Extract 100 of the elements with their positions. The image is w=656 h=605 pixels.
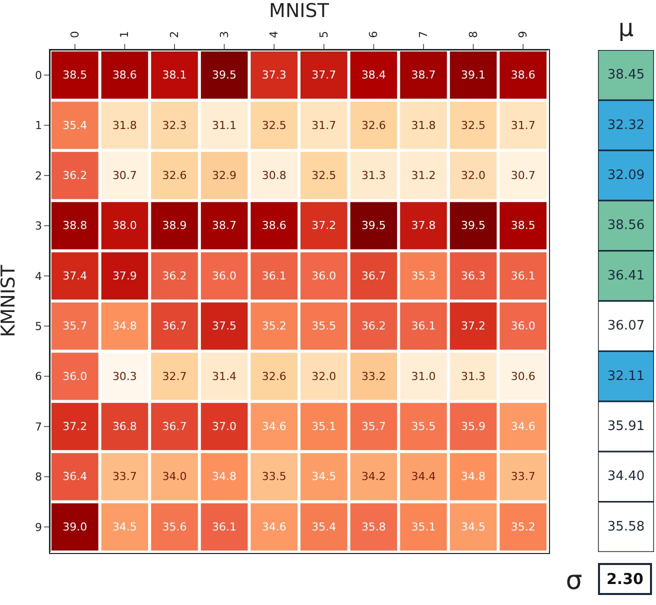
x-tick-label: 9 bbox=[516, 31, 530, 38]
data-label: 37.8 bbox=[411, 219, 436, 232]
data-label: 38.8 bbox=[62, 219, 88, 232]
data-label: 31.7 bbox=[510, 118, 536, 132]
data-label: 35.58 bbox=[607, 519, 645, 534]
data-label: 33.5 bbox=[262, 470, 286, 484]
data-label: 36.0 bbox=[212, 269, 237, 282]
data-label: 36.8 bbox=[112, 420, 137, 433]
data-label: 37.4 bbox=[62, 269, 88, 282]
y-tick-label: 9 bbox=[35, 520, 42, 534]
data-label: 36.0 bbox=[312, 269, 336, 282]
data-label: 35.7 bbox=[361, 420, 386, 433]
data-label: 36.1 bbox=[411, 320, 436, 333]
data-label: 37.2 bbox=[62, 420, 88, 433]
data-label: 34.5 bbox=[112, 520, 137, 534]
y-tick-label: 1 bbox=[35, 119, 42, 132]
x-tick-label: 0 bbox=[68, 31, 82, 38]
data-label: 36.3 bbox=[461, 269, 486, 282]
data-label: 31.8 bbox=[112, 118, 137, 132]
data-label: 32.9 bbox=[212, 169, 237, 182]
data-label: 35.91 bbox=[607, 419, 645, 434]
data-label: 35.9 bbox=[461, 420, 486, 433]
data-label: 35.1 bbox=[411, 520, 436, 534]
data-label: 32.7 bbox=[162, 370, 187, 383]
data-label: 31.7 bbox=[312, 118, 336, 132]
data-label: 38.45 bbox=[607, 68, 645, 83]
x-tick-label: 4 bbox=[268, 31, 281, 38]
data-label: 38.4 bbox=[361, 68, 386, 82]
data-label: 32.5 bbox=[461, 118, 486, 132]
data-label: 38.0 bbox=[112, 219, 137, 232]
data-label: 30.7 bbox=[112, 169, 137, 182]
y-axis-title: KMNIST bbox=[0, 264, 20, 338]
y-tick-label: 5 bbox=[35, 320, 42, 334]
data-label: 32.0 bbox=[461, 169, 486, 182]
x-tick-label: 3 bbox=[218, 31, 231, 38]
data-label: 38.5 bbox=[62, 68, 88, 82]
data-label: 36.41 bbox=[607, 268, 645, 284]
data-label: 34.6 bbox=[262, 420, 286, 433]
data-label: 32.32 bbox=[607, 118, 645, 133]
data-label: 32.5 bbox=[312, 169, 336, 182]
data-label: 37.9 bbox=[112, 269, 137, 282]
data-label: 36.0 bbox=[62, 370, 88, 383]
data-label: 35.4 bbox=[62, 118, 88, 132]
data-label: 34.0 bbox=[162, 470, 187, 484]
x-tick-label: 8 bbox=[466, 31, 480, 38]
data-label: 36.1 bbox=[212, 520, 237, 534]
data-label: 36.7 bbox=[162, 420, 187, 433]
data-label: 37.7 bbox=[312, 68, 336, 82]
y-tick-label: 3 bbox=[35, 220, 42, 233]
text: 2.30 bbox=[598, 563, 652, 595]
data-label: 36.0 bbox=[510, 320, 536, 333]
data-label: 32.5 bbox=[262, 118, 286, 132]
data-label: 31.0 bbox=[411, 370, 436, 383]
data-label: 38.7 bbox=[411, 68, 436, 82]
data-label: 36.7 bbox=[162, 320, 187, 333]
data-label: 32.6 bbox=[262, 370, 286, 383]
data-label: 36.4 bbox=[62, 470, 88, 484]
data-label: 36.07 bbox=[607, 318, 645, 334]
data-label: 32.0 bbox=[312, 370, 336, 383]
data-label: 36.2 bbox=[361, 320, 386, 333]
data-label: 36.2 bbox=[62, 169, 88, 182]
data-label: 34.6 bbox=[262, 520, 286, 534]
x-tick-label: 1 bbox=[118, 31, 132, 38]
data-label: 34.8 bbox=[461, 470, 486, 484]
chart-title: MNIST bbox=[268, 0, 330, 22]
x-tick-label: 6 bbox=[367, 31, 380, 38]
data-label: 36.1 bbox=[510, 269, 536, 282]
data-label: 38.9 bbox=[162, 219, 187, 232]
data-label: 35.6 bbox=[162, 520, 187, 534]
data-label: 31.3 bbox=[361, 169, 386, 182]
data-label: 35.8 bbox=[361, 520, 386, 534]
data-label: 30.3 bbox=[112, 370, 137, 383]
data-label: 37.5 bbox=[212, 320, 237, 333]
y-tick-label: 2 bbox=[35, 169, 42, 182]
data-label: 38.6 bbox=[262, 219, 286, 232]
x-tick-label: 2 bbox=[168, 31, 181, 38]
data-label: 35.5 bbox=[411, 420, 436, 433]
data-label: 35.4 bbox=[312, 520, 336, 534]
data-label: 38.7 bbox=[212, 219, 237, 232]
data-label: 33.7 bbox=[510, 470, 536, 484]
data-label: 31.4 bbox=[212, 370, 237, 383]
data-label: 33.7 bbox=[112, 470, 137, 484]
data-label: 35.1 bbox=[312, 420, 336, 433]
data-label: 35.7 bbox=[62, 320, 88, 333]
data-label: 34.8 bbox=[112, 320, 137, 333]
data-label: 37.2 bbox=[461, 320, 486, 333]
data-label: 30.7 bbox=[510, 169, 536, 182]
data-label: 35.5 bbox=[312, 320, 336, 333]
data-label: 33.2 bbox=[361, 370, 386, 383]
data-label: 34.8 bbox=[212, 470, 237, 484]
data-label: 37.3 bbox=[262, 68, 286, 82]
data-label: 31.8 bbox=[411, 118, 436, 132]
data-label: 39.5 bbox=[212, 68, 237, 82]
y-tick-label: 4 bbox=[35, 270, 42, 283]
data-label: 35.3 bbox=[411, 269, 436, 282]
data-label: 30.8 bbox=[262, 169, 286, 182]
y-tick-label: 8 bbox=[35, 470, 42, 484]
y-tick-label: 6 bbox=[35, 370, 42, 384]
x-tick-label: 7 bbox=[417, 31, 430, 38]
data-label: 39.5 bbox=[461, 219, 486, 232]
